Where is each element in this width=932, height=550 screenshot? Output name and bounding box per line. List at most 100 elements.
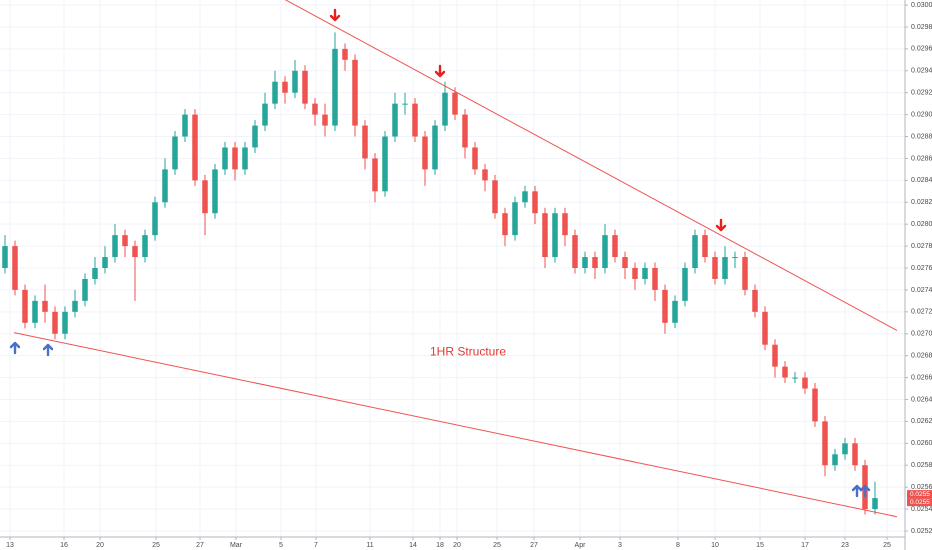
x-tick-label: Apr xyxy=(575,542,587,549)
x-tick-label: 18 xyxy=(436,542,444,549)
grid xyxy=(0,0,905,537)
candle-body xyxy=(112,235,118,258)
y-tick-label: 0.0262 xyxy=(911,418,932,425)
candle-body xyxy=(422,136,428,170)
candle-body xyxy=(612,235,618,258)
last-price-label: 0.0255 xyxy=(910,491,930,498)
x-tick-label: 15 xyxy=(756,542,764,549)
y-tick-label: 0.0252 xyxy=(911,528,932,535)
candle-body xyxy=(502,213,508,236)
trendline xyxy=(284,0,898,331)
candle-body xyxy=(282,81,288,93)
candle-body xyxy=(2,246,8,269)
candle-body xyxy=(822,421,828,466)
candle-body xyxy=(412,103,418,137)
y-tick-label: 0.0260 xyxy=(911,440,932,447)
up-arrow xyxy=(859,484,871,498)
candle-body xyxy=(202,180,208,214)
candle-body xyxy=(872,498,878,510)
y-tick-label: 0.0264 xyxy=(911,396,932,403)
x-tick-label: 27 xyxy=(196,542,204,549)
candle-body xyxy=(832,454,838,466)
candle-body xyxy=(512,202,518,236)
x-tick-label: 7 xyxy=(314,542,318,549)
y-tick-label: 0.0280 xyxy=(911,221,932,228)
candle-body xyxy=(222,147,228,170)
candle-body xyxy=(232,147,238,170)
x-tick-label: 20 xyxy=(453,542,461,549)
candle-body xyxy=(782,366,788,378)
candle-body xyxy=(302,70,308,104)
candle-body xyxy=(702,235,708,258)
candle-body xyxy=(562,213,568,236)
last-price-box xyxy=(907,490,932,499)
candle-body xyxy=(522,191,528,203)
y-tick-label: 0.0274 xyxy=(911,287,932,294)
down-arrow xyxy=(329,8,341,22)
candle-body xyxy=(442,92,448,126)
x-tick-label: 13 xyxy=(6,542,14,549)
x-tick-label: 25 xyxy=(152,542,160,549)
candle-body xyxy=(182,114,188,137)
candle-body xyxy=(262,103,268,126)
candle-body xyxy=(452,92,458,115)
y-tick-label: 0.0294 xyxy=(911,68,932,75)
candle-body xyxy=(482,169,488,181)
candle-body xyxy=(532,191,538,214)
y-tick-label: 0.0258 xyxy=(911,462,932,469)
last-price-label: 0.0255 xyxy=(910,499,930,506)
x-tick-label: 27 xyxy=(530,542,538,549)
annotation: 1HR Structure xyxy=(430,345,506,359)
candle-body xyxy=(122,235,128,247)
x-tick-label: 23 xyxy=(841,542,849,549)
up-arrow xyxy=(851,484,863,498)
candle-body xyxy=(592,257,598,269)
candle-body xyxy=(92,268,98,279)
candle-body xyxy=(102,257,108,269)
candle-body xyxy=(662,289,668,323)
x-tick-label: 10 xyxy=(711,542,719,549)
y-tick-label: 0.0292 xyxy=(911,90,932,97)
candle-body xyxy=(752,289,758,312)
candle-body xyxy=(372,158,378,192)
candle-body xyxy=(742,257,748,290)
candle-body xyxy=(212,169,218,214)
x-tick-label: 16 xyxy=(60,542,68,549)
candle-body xyxy=(462,114,468,148)
candle-body xyxy=(42,300,48,312)
candle-body xyxy=(722,257,728,279)
up-arrow xyxy=(42,343,54,357)
candle-body xyxy=(432,125,438,170)
y-tick-label: 0.0282 xyxy=(911,199,932,206)
candle-body xyxy=(62,311,68,334)
x-tick-label: 25 xyxy=(493,542,501,549)
y-tick-label: 0.0286 xyxy=(911,155,932,162)
y-tick-label: 0.0266 xyxy=(911,374,932,381)
y-tick-label: 0.0254 xyxy=(911,506,932,513)
candle-body xyxy=(342,48,348,60)
y-tick-label: 0.0288 xyxy=(911,133,932,140)
candle-body xyxy=(682,268,688,301)
candle-body xyxy=(552,213,558,258)
candle-body xyxy=(842,443,848,455)
y-tick-label: 0.0278 xyxy=(911,243,932,250)
x-tick-label: 17 xyxy=(801,542,809,549)
candle-body xyxy=(72,300,78,312)
y-tick-label: 0.0290 xyxy=(911,111,932,118)
y-tick-label: 0.0300 xyxy=(911,2,932,9)
y-tick-label: 0.0270 xyxy=(911,331,932,338)
candle-body xyxy=(392,103,398,137)
trendline xyxy=(13,332,898,518)
candle-body xyxy=(402,103,408,105)
x-tick-label: 25 xyxy=(883,542,891,549)
candle-body xyxy=(322,114,328,126)
up-arrow xyxy=(9,341,21,355)
candle-body xyxy=(52,311,58,334)
candle-body xyxy=(642,268,648,279)
last-price-box xyxy=(907,498,932,507)
candle-body xyxy=(582,257,588,269)
candle-body xyxy=(162,169,168,203)
x-tick-label: 14 xyxy=(409,542,417,549)
candle-body xyxy=(12,246,18,290)
